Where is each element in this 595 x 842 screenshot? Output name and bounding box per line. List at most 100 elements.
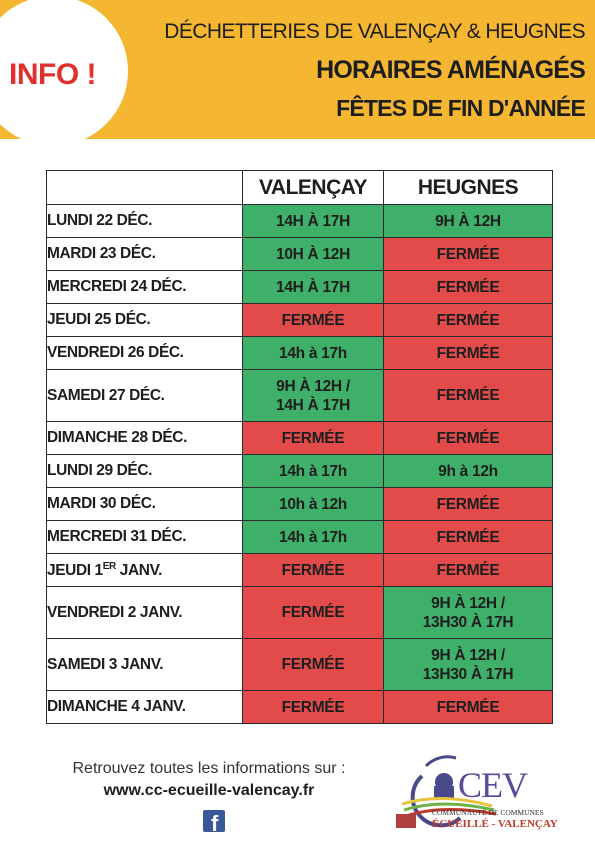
- info-badge: INFO !: [9, 58, 97, 91]
- day-cell: MERCREDI 31 DÉC.: [46, 520, 243, 554]
- heugnes-hours-cell: FERMÉE: [383, 487, 553, 521]
- valencay-hours-cell: 10h à 12h: [242, 487, 384, 521]
- hours-line: FERMÉE: [436, 311, 500, 329]
- day-cell: VENDREDI 2 JANV.: [46, 586, 243, 639]
- day-cell: DIMANCHE 4 JANV.: [46, 690, 243, 724]
- table-row: DIMANCHE 28 DÉC. FERMÉE FERMÉE: [46, 421, 553, 455]
- hours-line: FERMÉE: [436, 245, 500, 263]
- table-row: SAMEDI 3 JANV. FERMÉE 9H À 12H /13H30 À 17…: [46, 638, 553, 691]
- hours-line: 14H À 17H: [276, 212, 350, 230]
- day-cell: VENDREDI 26 DÉC.: [46, 336, 243, 370]
- day-cell: MARDI 23 DÉC.: [46, 237, 243, 271]
- table-row: VENDREDI 2 JANV. FERMÉE 9H À 12H /13H30 À …: [46, 586, 553, 639]
- table-row: DIMANCHE 4 JANV. FERMÉE FERMÉE: [46, 690, 553, 724]
- day-cell: LUNDI 29 DÉC.: [46, 454, 243, 488]
- valencay-hours-cell: FERMÉE: [242, 586, 384, 639]
- hours-line: 14H À 17H: [276, 278, 350, 296]
- hours-line: FERMÉE: [281, 429, 345, 447]
- hours-line: 14h à 17h: [279, 528, 347, 546]
- table-row: LUNDI 29 DÉC. 14h à 17h 9h à 12h: [46, 454, 553, 488]
- table-row: VENDREDI 26 DÉC. 14h à 17h FERMÉE: [46, 336, 553, 370]
- valencay-hours-cell: FERMÉE: [242, 421, 384, 455]
- valencay-hours-cell: 14h à 17h: [242, 520, 384, 554]
- heugnes-hours-cell: FERMÉE: [383, 553, 553, 587]
- hours-line: FERMÉE: [436, 387, 500, 404]
- day-label: DIMANCHE 28 DÉC.: [47, 429, 188, 446]
- valencay-hours-cell: 9H À 12H /14H À 17H: [242, 369, 384, 422]
- valencay-hours-cell: 14H À 17H: [242, 270, 384, 304]
- table-row: MERCREDI 24 DÉC. 14H À 17H FERMÉE: [46, 270, 553, 304]
- day-cell: MERCREDI 24 DÉC.: [46, 270, 243, 304]
- day-cell: SAMEDI 3 JANV.: [46, 638, 243, 691]
- hours-line: 13H30 À 17H: [422, 613, 514, 631]
- hours-line: 13H30 À 17H: [422, 665, 514, 683]
- day-label-suffix: JANV.: [115, 561, 163, 579]
- heugnes-hours-cell: FERMÉE: [383, 270, 553, 304]
- hours-line: FERMÉE: [436, 561, 500, 579]
- heugnes-hours-cell: FERMÉE: [383, 303, 553, 337]
- table-row: MARDI 30 DÉC. 10h à 12h FERMÉE: [46, 487, 553, 521]
- table-row: MARDI 23 DÉC. 10H À 12H FERMÉE: [46, 237, 553, 271]
- valencay-hours-cell: 10H À 12H: [242, 237, 384, 271]
- cev-logo-icon: [396, 755, 497, 828]
- hours-line: FERMÉE: [436, 429, 500, 447]
- hours-line: FERMÉE: [281, 698, 345, 716]
- hours-line: FERMÉE: [281, 311, 345, 329]
- hours-line: 9H À 12H /: [276, 377, 350, 395]
- day-cell: SAMEDI 27 DÉC.: [46, 369, 243, 422]
- hours-line: FERMÉE: [281, 656, 345, 673]
- footer-info-text: Retrouvez toutes les informations sur :: [72, 760, 346, 777]
- day-label: DIMANCHE 4 JANV.: [47, 698, 186, 715]
- table-row: SAMEDI 27 DÉC. 9H À 12H /14H À 17H FERMÉE: [46, 369, 553, 422]
- day-cell: DIMANCHE 28 DÉC.: [46, 421, 243, 455]
- day-label: LUNDI 29 DÉC.: [47, 462, 153, 479]
- hours-line: FERMÉE: [436, 528, 500, 546]
- valencay-hours-cell: 14H À 17H: [242, 204, 384, 238]
- table-header-row: VALENÇAY HEUGNES: [46, 170, 553, 205]
- day-cell: JEUDI 1ER JANV.: [46, 553, 243, 587]
- hours-line: 10h à 12h: [279, 495, 347, 513]
- day-cell: MARDI 30 DÉC.: [46, 487, 243, 521]
- logo-subtitle: COMMUNAUTÉ DE COMMUNES: [432, 808, 544, 817]
- heugnes-hours-cell: FERMÉE: [383, 690, 553, 724]
- hours-line: FERMÉE: [436, 495, 500, 513]
- hours-line: 14H À 17H: [276, 396, 350, 414]
- day-label-superscript: ER: [102, 560, 116, 572]
- header-line-2: HORAIRES AMÉNAGÉS: [316, 56, 586, 84]
- heugnes-hours-cell: 9H À 12H /13H30 À 17H: [383, 586, 553, 639]
- table-row: LUNDI 22 DÉC. 14H À 17H 9H À 12H: [46, 204, 553, 238]
- column-header-day: [46, 170, 243, 205]
- heugnes-hours-cell: FERMÉE: [383, 421, 553, 455]
- header-line-3: FÊTES DE FIN D'ANNÉE: [336, 95, 586, 121]
- day-label: MERCREDI 24 DÉC.: [47, 278, 187, 295]
- day-label: MERCREDI 31 DÉC.: [47, 528, 187, 545]
- hours-line: 9H À 12H /: [431, 646, 505, 664]
- heugnes-hours-cell: FERMÉE: [383, 336, 553, 370]
- day-label: MARDI 23 DÉC.: [47, 245, 156, 262]
- website-link[interactable]: www.cc-ecueille-valencay.fr: [103, 782, 315, 799]
- day-label: LUNDI 22 DÉC.: [47, 212, 153, 229]
- hours-line: 9H À 12H: [435, 212, 501, 230]
- valencay-hours-cell: FERMÉE: [242, 303, 384, 337]
- day-cell: JEUDI 25 DÉC.: [46, 303, 243, 337]
- hours-line: 14h à 17h: [279, 344, 347, 362]
- facebook-icon[interactable]: f: [203, 810, 225, 832]
- day-label: MARDI 30 DÉC.: [47, 495, 156, 512]
- table-row: JEUDI 25 DÉC. FERMÉE FERMÉE: [46, 303, 553, 337]
- heugnes-hours-cell: 9H À 12H: [383, 204, 553, 238]
- day-cell: LUNDI 22 DÉC.: [46, 204, 243, 238]
- valencay-hours-cell: FERMÉE: [242, 553, 384, 587]
- heugnes-hours-cell: FERMÉE: [383, 369, 553, 422]
- logo-location: ÉCUEILLÉ - VALENÇAY: [432, 818, 558, 830]
- hours-line: FERMÉE: [281, 561, 345, 579]
- column-header-valencay: VALENÇAY: [242, 170, 384, 205]
- header-line-1: DÉCHETTERIES DE VALENÇAY & HEUGNES: [164, 20, 585, 43]
- schedule-body: LUNDI 22 DÉC. 14H À 17H 9H À 12H MARDI 23 D…: [46, 204, 553, 724]
- day-label: VENDREDI 26 DÉC.: [47, 344, 184, 361]
- valencay-hours-cell: 14h à 17h: [242, 336, 384, 370]
- schedule-table: VALENÇAY HEUGNES LUNDI 22 DÉC. 14H À 17H 9…: [46, 170, 553, 724]
- column-header-heugnes: HEUGNES: [383, 170, 553, 205]
- heugnes-hours-cell: FERMÉE: [383, 520, 553, 554]
- day-label: VENDREDI 2 JANV.: [47, 603, 183, 621]
- day-label: JEUDI 25 DÉC.: [47, 311, 151, 328]
